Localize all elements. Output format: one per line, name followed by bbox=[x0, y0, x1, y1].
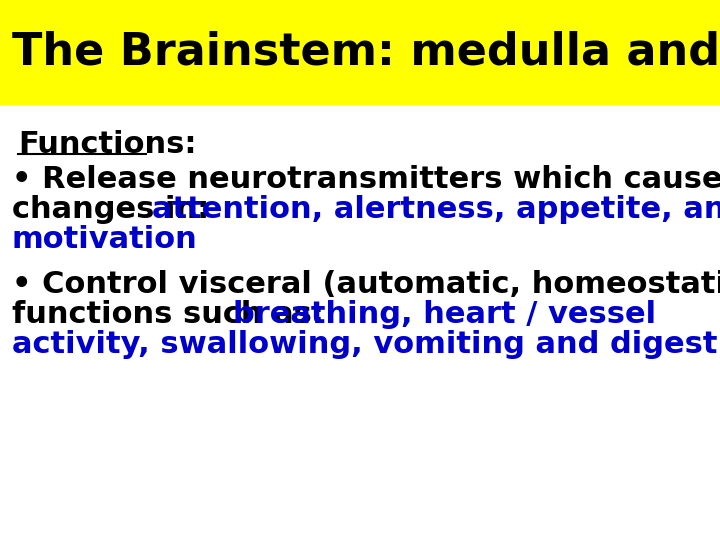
Text: Functions:: Functions: bbox=[18, 130, 197, 159]
Text: • Release neurotransmitters which cause: • Release neurotransmitters which cause bbox=[12, 165, 720, 194]
Text: activity, swallowing, vomiting and digestion: activity, swallowing, vomiting and diges… bbox=[12, 330, 720, 359]
Text: functions such as:: functions such as: bbox=[12, 300, 335, 329]
Text: breathing, heart / vessel: breathing, heart / vessel bbox=[233, 300, 656, 329]
Text: attention, alertness, appetite, and: attention, alertness, appetite, and bbox=[152, 195, 720, 224]
FancyBboxPatch shape bbox=[0, 0, 720, 105]
Text: changes in:: changes in: bbox=[12, 195, 220, 224]
Text: The Brainstem: medulla and pons: The Brainstem: medulla and pons bbox=[12, 31, 720, 75]
Text: • Control visceral (automatic, homeostatic): • Control visceral (automatic, homeostat… bbox=[12, 270, 720, 299]
Text: motivation: motivation bbox=[12, 225, 198, 254]
